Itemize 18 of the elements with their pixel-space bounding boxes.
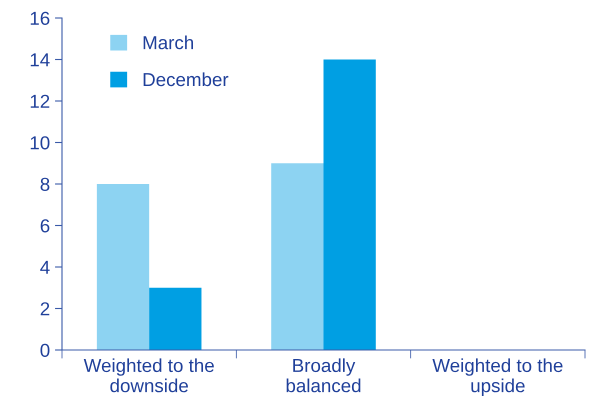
y-tick-label: 16	[30, 12, 50, 25]
x-tick-label: Weighted to the downside	[84, 358, 214, 392]
legend-label: December	[144, 72, 228, 86]
bar	[149, 288, 202, 350]
x-tick-label: Broadly balanced	[286, 358, 360, 392]
bar	[271, 163, 324, 350]
bar	[96, 184, 150, 350]
y-tick-label: 2	[40, 302, 50, 316]
y-tick-label: 14	[30, 53, 50, 66]
x-tick-label: Weighted to the upside	[432, 358, 563, 396]
y-tick-label: 10	[30, 136, 50, 150]
y-tick-label: 12	[30, 94, 50, 108]
y-tick-label: 0	[40, 344, 50, 357]
legend-label: March	[144, 36, 194, 50]
y-tick-label: 6	[40, 219, 50, 232]
bar	[324, 60, 376, 350]
y-tick-label: 8	[40, 178, 50, 191]
y-tick-label: 4	[40, 260, 50, 274]
